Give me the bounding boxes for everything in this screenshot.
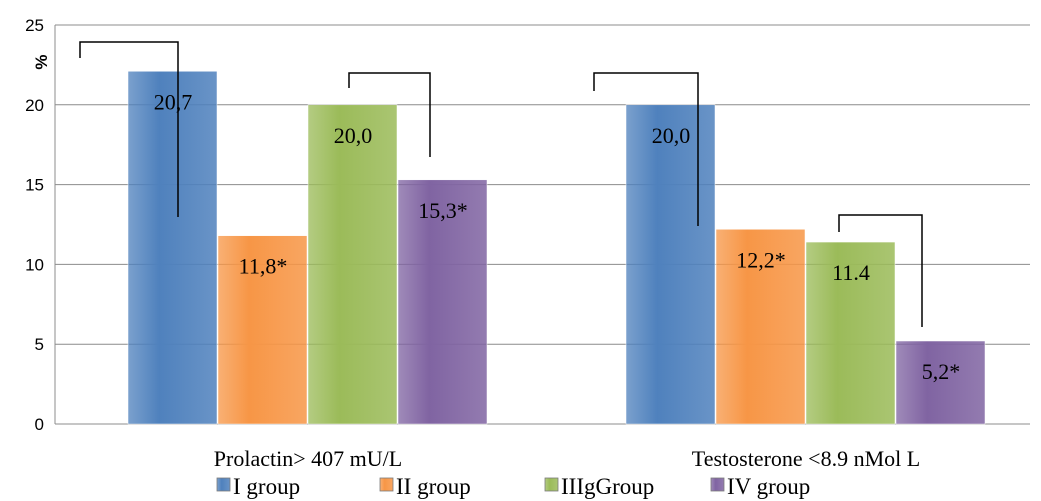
data-label: 5,2* <box>922 359 961 384</box>
data-label: 20,0 <box>652 123 691 148</box>
bar-iv-group-2 <box>895 340 986 425</box>
bracket-prolactin-1 <box>79 41 179 217</box>
bracket-testosterone-1 <box>593 72 699 226</box>
data-label: 20,0 <box>334 123 373 148</box>
bars <box>127 71 986 425</box>
y-tick-label: 10 <box>25 255 44 274</box>
y-axis-label: % <box>32 54 51 69</box>
category-label: Testosterone <8.9 nMol L <box>692 446 920 471</box>
bar-ii-group-1 <box>217 235 308 425</box>
y-tick-label: 25 <box>25 16 44 35</box>
y-axis-ticks: 0 5 10 15 20 25 <box>25 16 44 434</box>
bar-iv-group-1 <box>397 179 488 425</box>
legend-label: IV group <box>727 474 810 499</box>
legend: I group II group IIIgGroup IV group <box>216 474 810 499</box>
legend-label: IIIgGroup <box>561 474 654 499</box>
legend-label: I group <box>233 474 300 499</box>
bar-iiiggroup-2 <box>805 241 896 425</box>
legend-label: II group <box>396 474 471 499</box>
y-tick-label: 5 <box>35 335 44 354</box>
data-label: 20,7 <box>154 89 193 114</box>
category-labels: Prolactin> 407 mU/L Testosterone <8.9 nMo… <box>214 446 920 471</box>
y-tick-label: 0 <box>35 415 44 434</box>
y-tick-label: 20 <box>25 96 44 115</box>
y-tick-label: 15 <box>25 176 44 195</box>
data-label: 11.4 <box>832 260 870 285</box>
data-label: 11,8* <box>239 254 288 279</box>
data-labels: 20,7 11,8* 20,0 15,3* 20,0 12,2* 11.4 5,2* <box>154 89 961 384</box>
comparison-brackets <box>79 41 923 327</box>
bar-ii-group-2 <box>715 229 806 425</box>
bar-i-group-2 <box>625 104 716 425</box>
data-label: 12,2* <box>736 247 786 272</box>
data-label: 15,3* <box>418 198 468 223</box>
bracket-testosterone-2 <box>838 214 923 327</box>
legend-swatch <box>710 477 725 492</box>
legend-swatch <box>544 477 559 492</box>
bar-iiiggroup-1 <box>307 104 398 425</box>
legend-swatch <box>216 477 231 492</box>
category-label: Prolactin> 407 mU/L <box>214 446 402 471</box>
bracket-prolactin-2 <box>348 72 431 157</box>
legend-swatch <box>379 477 394 492</box>
bar-i-group-1 <box>127 71 218 425</box>
